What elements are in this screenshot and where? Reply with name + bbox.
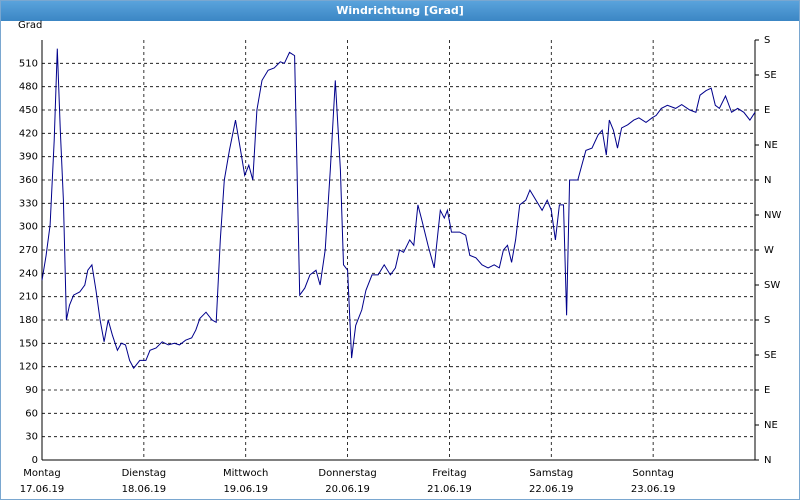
x-tick-date: 20.06.19 (325, 484, 370, 495)
y2-tick-label: SE (764, 350, 777, 361)
y-tick-label: 240 (19, 268, 38, 279)
y-tick-label: 30 (25, 432, 38, 443)
y-tick-label: 0 (32, 455, 38, 466)
x-tick-label: Sonntag (632, 468, 674, 479)
x-tick-date: 23.06.19 (631, 484, 676, 495)
x-tick-label: Mittwoch (223, 468, 268, 479)
y2-tick-label: NE (764, 420, 778, 431)
y-tick-label: 450 (19, 105, 38, 116)
y-tick-label: 330 (19, 198, 38, 209)
y2-tick-label: NE (764, 140, 778, 151)
x-tick-date: 21.06.19 (427, 484, 472, 495)
x-tick-date: 17.06.19 (20, 484, 65, 495)
y2-tick-label: S (764, 315, 770, 326)
y2-tick-label: S (764, 35, 770, 46)
x-tick-label: Freitag (432, 468, 466, 479)
y2-tick-label: W (764, 245, 774, 256)
y-tick-label: 510 (19, 58, 38, 69)
y-tick-label: 300 (19, 222, 38, 233)
y-tick-label: 420 (19, 128, 38, 139)
x-tick-date: 18.06.19 (122, 484, 167, 495)
y-tick-label: 480 (19, 82, 38, 93)
title-bar: Windrichtung [Grad] (1, 1, 799, 21)
x-tick-date: 22.06.19 (529, 484, 574, 495)
x-tick-label: Dienstag (122, 468, 167, 479)
x-tick-date: 19.06.19 (223, 484, 268, 495)
y-tick-label: 60 (25, 408, 38, 419)
y2-tick-label: E (764, 385, 770, 396)
y-tick-label: 150 (19, 338, 38, 349)
y-tick-label: 360 (19, 175, 38, 186)
x-tick-label: Montag (23, 468, 60, 479)
y2-tick-label: N (764, 455, 771, 466)
y-tick-label: 90 (25, 385, 38, 396)
y-tick-label: 270 (19, 245, 38, 256)
y-tick-label: 390 (19, 152, 38, 163)
y2-tick-label: SW (764, 280, 780, 291)
y-tick-label: 210 (19, 292, 38, 303)
y-tick-label: 180 (19, 315, 38, 326)
y-tick-label: 120 (19, 362, 38, 373)
line-series (41, 48, 756, 370)
y2-tick-label: NW (764, 210, 781, 221)
x-tick-label: Samstag (529, 468, 573, 479)
chart: Grad 0 30 60 90 120 150 180 210 240 270 300 330 360 3… (18, 20, 781, 495)
y2-tick-label: SE (764, 70, 777, 81)
y-axis-label: Grad (18, 20, 42, 31)
y2-tick-label: N (764, 175, 771, 186)
y2-tick-label: E (764, 105, 770, 116)
x-tick-label: Donnerstag (318, 468, 376, 479)
